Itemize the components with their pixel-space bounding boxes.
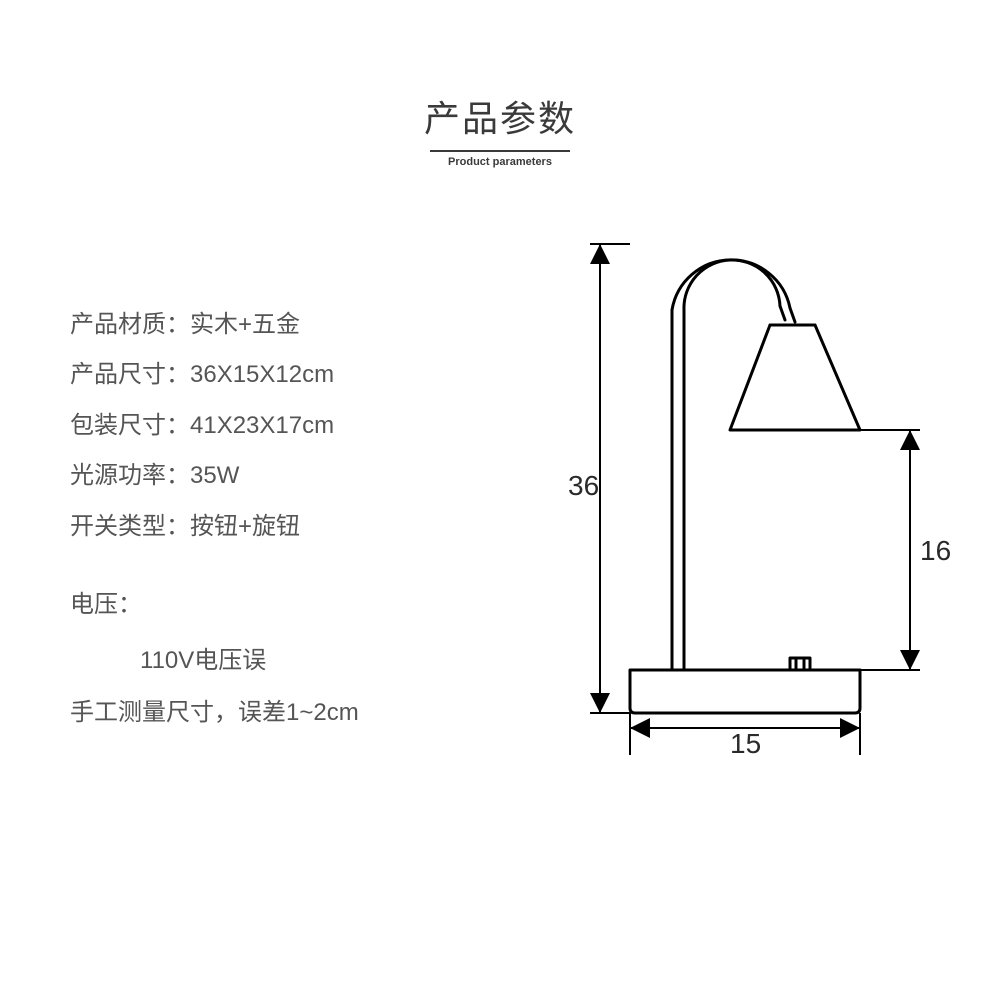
lamp-diagram: 36 16 15 bbox=[560, 230, 960, 760]
spec-value: 35W bbox=[190, 451, 239, 501]
spec-row: 光源功率： 35W bbox=[70, 451, 334, 501]
measurement-note: 手工测量尺寸，误差1~2cm bbox=[70, 692, 359, 727]
spec-row: 包装尺寸： 41X23X17cm bbox=[70, 401, 334, 451]
spec-row: 产品尺寸： 36X15X12cm bbox=[70, 350, 334, 400]
spec-label: 产品尺寸： bbox=[70, 350, 190, 400]
title-underline bbox=[430, 150, 570, 152]
spec-value: 按钮+旋钮 bbox=[190, 502, 300, 552]
dim-label-clearance: 16 bbox=[920, 535, 951, 567]
spec-label: 包装尺寸： bbox=[70, 401, 190, 451]
spec-label: 开关类型： bbox=[70, 502, 190, 552]
lamp-outline bbox=[630, 260, 860, 713]
dim-label-height: 36 bbox=[568, 470, 599, 502]
voltage-note: 110V电压误 bbox=[140, 640, 266, 675]
spec-row: 电压： bbox=[70, 580, 334, 630]
spec-value: 36X15X12cm bbox=[190, 350, 334, 400]
lamp-svg bbox=[560, 230, 960, 760]
spec-value: 41X23X17cm bbox=[190, 401, 334, 451]
dim-clearance bbox=[860, 430, 920, 670]
spec-label: 电压： bbox=[70, 580, 142, 630]
spec-value: 实木+五金 bbox=[190, 300, 300, 350]
title-chinese: 产品参数 bbox=[0, 90, 1000, 142]
spec-row: 开关类型： 按钮+旋钮 bbox=[70, 502, 334, 552]
spec-list: 产品材质： 实木+五金 产品尺寸： 36X15X12cm 包装尺寸： 41X23… bbox=[70, 300, 334, 630]
title-english: Product parameters bbox=[0, 156, 1000, 168]
header: 产品参数 Product parameters bbox=[0, 90, 1000, 168]
spec-label: 光源功率： bbox=[70, 451, 190, 501]
dim-label-base-width: 15 bbox=[730, 728, 761, 760]
spec-row: 产品材质： 实木+五金 bbox=[70, 300, 334, 350]
spec-label: 产品材质： bbox=[70, 300, 190, 350]
